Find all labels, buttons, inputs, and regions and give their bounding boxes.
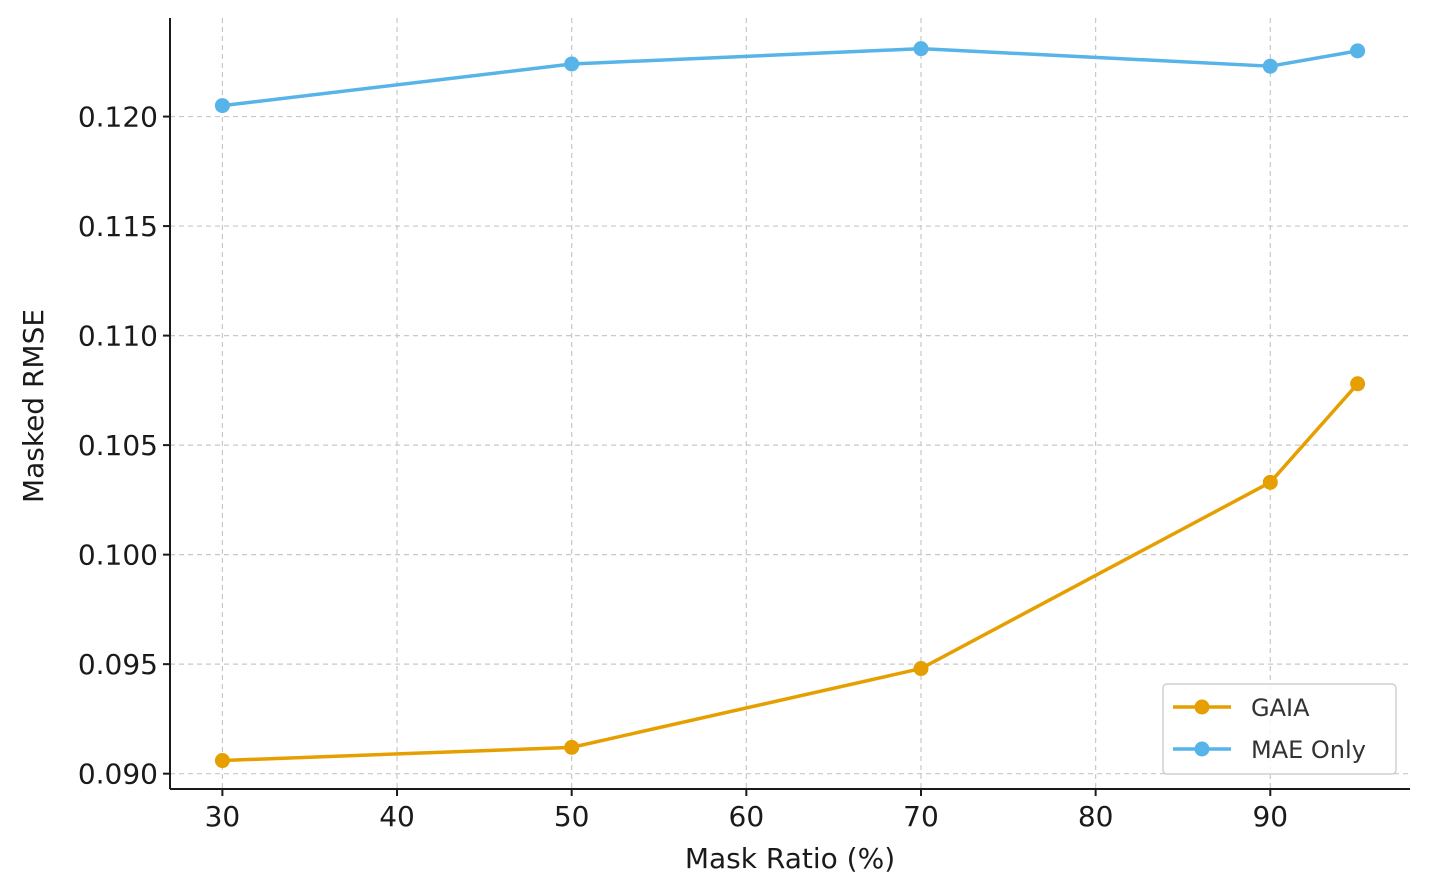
data-point-mae-only [214,98,230,114]
x-tick-label: 80 [1078,800,1114,833]
x-tick-label: 40 [379,800,415,833]
y-tick-label: 0.110 [78,320,158,353]
data-point-mae-only [1350,43,1366,59]
x-axis-label: Mask Ratio (%) [685,842,895,875]
data-point-gaia [1262,474,1278,490]
y-tick-label: 0.095 [78,648,158,681]
data-point-gaia [1350,376,1366,392]
series-gaia [214,376,1366,769]
data-point-gaia [214,753,230,769]
legend-label: GAIA [1251,694,1310,722]
data-point-mae-only [1262,58,1278,74]
x-tick-label: 50 [554,800,590,833]
x-tick-label: 90 [1252,800,1288,833]
y-tick-label: 0.105 [78,429,158,462]
axis-ticks: 30 40 50 60 70 80 90 0.090 0.095 0.100 0.105 0.110 0… [78,101,1288,833]
legend-item-gaia: GAIA [1173,694,1310,722]
y-axis-label: Masked RMSE [17,309,50,503]
y-tick-label: 0.120 [78,101,158,134]
data-point-gaia [913,661,929,677]
y-tick-label: 0.100 [78,539,158,572]
legend-swatch-marker [1194,699,1210,715]
x-tick-label: 60 [729,800,765,833]
data-point-mae-only [564,56,580,72]
series-mae-only [214,41,1366,114]
y-tick-label: 0.090 [78,758,158,791]
series-line-mae-only [222,46,1358,108]
legend: GAIA MAE Only [1162,683,1397,775]
x-tick-label: 30 [205,800,241,833]
y-tick-label: 0.115 [78,210,158,243]
data-point-gaia [564,739,580,755]
data-point-mae-only [913,41,929,57]
legend-label: MAE Only [1251,736,1366,764]
legend-swatch-marker [1194,741,1210,757]
grid-lines [170,18,1410,789]
plot-area [214,41,1366,769]
legend-item-mae-only: MAE Only [1173,736,1366,764]
x-tick-label: 70 [903,800,939,833]
